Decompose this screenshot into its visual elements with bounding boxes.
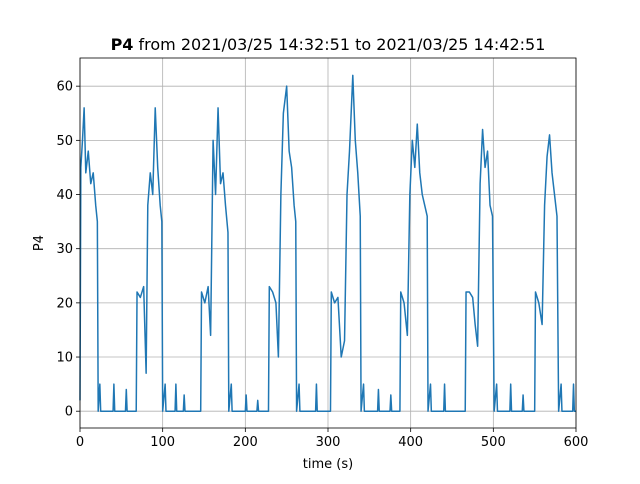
y-tick-label: 20 — [56, 296, 73, 311]
x-tick-label: 300 — [316, 435, 341, 450]
x-axis-label: time (s) — [303, 457, 353, 472]
chart-title: P4 from 2021/03/25 14:32:51 to 2021/03/2… — [111, 35, 546, 54]
x-tick-label: 200 — [233, 435, 258, 450]
x-tick-label: 500 — [481, 435, 506, 450]
title-rest: from 2021/03/25 14:32:51 to 2021/03/25 1… — [133, 35, 545, 54]
y-tick-label: 30 — [56, 242, 73, 257]
y-tick-label: 40 — [56, 188, 73, 203]
y-tick-label: 10 — [56, 351, 73, 366]
x-tick-label: 100 — [150, 435, 175, 450]
x-tick-label: 400 — [398, 435, 423, 450]
plot-frame — [79, 57, 577, 429]
x-tick-label: 0 — [76, 435, 84, 450]
title-bold: P4 — [111, 35, 134, 54]
y-tick-label: 0 — [65, 405, 73, 420]
y-tick-label: 60 — [56, 80, 73, 95]
y-tick-label: 50 — [56, 134, 73, 149]
y-axis-label: P4 — [32, 235, 47, 251]
data-line — [79, 74, 576, 412]
x-tick-label: 600 — [564, 435, 589, 450]
